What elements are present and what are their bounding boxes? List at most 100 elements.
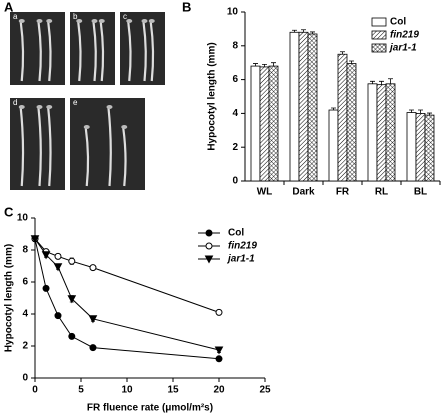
seedling [122,127,127,187]
bar [268,65,279,182]
seedling [47,107,52,187]
seedling [127,21,132,82]
x-tick-label: 10 [121,385,133,396]
marker [215,308,223,316]
legend-label: jar1-1 [226,254,255,265]
cotyledon [76,19,83,23]
error-bar [262,63,267,67]
marker [89,344,97,352]
x-tick-label: 15 [167,385,179,396]
seedling [99,21,105,82]
bar [289,31,300,182]
marker [54,252,62,260]
legend-swatch [371,43,387,53]
legend-marker [205,242,213,250]
y-axis-label: Hypocotyl length (mm) [207,42,218,150]
photo-label: a [13,12,18,21]
marker [41,251,51,260]
bar [298,31,309,182]
seedling [37,21,42,82]
error-bar [292,29,297,33]
legend-label: jar1-1 [388,43,417,54]
cotyledon [91,19,98,23]
photo [10,12,65,85]
marker [53,263,63,272]
y-tick-label: 0 [232,176,238,187]
y-tick-label: 10 [17,213,29,224]
y-tick-label: 6 [232,74,238,85]
series-line [34,238,220,313]
legend-label: Col [228,228,244,239]
bar [367,83,378,182]
series-line [34,238,220,351]
marker [215,355,223,363]
cotyledon [46,19,53,23]
bar [328,109,339,182]
seedling [92,21,97,82]
seedling [19,21,25,82]
cotyledon [36,105,43,109]
bar [424,114,435,182]
cotyledon [36,19,43,23]
x-tick-label: WL [257,187,273,198]
x-tick-label: FR [336,187,350,198]
panel-label: C [4,204,14,219]
x-tick-label: 0 [32,385,38,396]
error-bar [409,109,414,113]
marker [68,332,76,340]
photo [10,98,65,190]
seedling [107,107,112,187]
bar [385,83,396,182]
error-bar [253,63,258,67]
y-axis-label: Hypocotyl length (mm) [4,244,15,352]
series-line [34,238,220,360]
cotyledon [148,19,155,23]
seedling [19,107,25,187]
x-tick-label: Dark [292,187,315,198]
error-bar [388,78,393,84]
bar [376,84,387,182]
x-tick-label: RL [375,187,388,198]
y-tick-label: 8 [232,40,238,51]
error-bar [310,31,315,34]
x-tick-label: BL [414,187,427,198]
cotyledon [141,19,148,23]
photo-label: c [123,12,127,21]
marker [88,315,98,324]
seedling [47,21,52,82]
x-axis-label: FR fluence rate (μmol/m²s) [87,403,213,414]
bar [337,53,348,182]
error-bar [340,51,345,55]
y-tick-label: 10 [227,7,239,18]
cotyledon [106,105,113,109]
photo-label: b [73,12,78,21]
bar [406,112,417,182]
photo-panel: a b c d e [10,12,165,190]
seedling [142,21,147,82]
photo [120,12,165,85]
y-tick-label: 0 [22,373,28,384]
photo-label: e [73,98,78,107]
marker [54,312,62,320]
cotyledon [83,125,90,129]
legend-marker [205,229,213,237]
legend-label: fin219 [228,241,257,252]
marker [42,284,50,292]
bar [415,113,426,182]
error-bar [427,112,432,116]
y-tick-label: 8 [22,245,28,256]
photo [70,98,145,190]
error-bar [418,109,423,114]
x-tick-label: 25 [259,385,271,396]
cotyledon [121,125,128,129]
marker [89,264,97,272]
panel-label: A [4,0,14,14]
bar [346,63,357,182]
marker [68,257,76,265]
seedling [37,107,42,187]
error-bar [370,80,375,84]
y-tick-label: 4 [22,309,28,320]
seedling [84,127,90,187]
bar [307,33,318,182]
